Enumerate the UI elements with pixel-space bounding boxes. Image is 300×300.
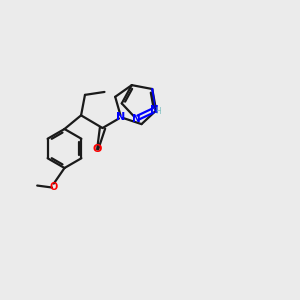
Text: O: O [50,182,58,193]
Text: N: N [151,105,159,115]
Text: H: H [155,107,161,116]
Text: N: N [132,114,140,124]
Text: N: N [116,112,126,122]
Text: O: O [93,145,102,154]
